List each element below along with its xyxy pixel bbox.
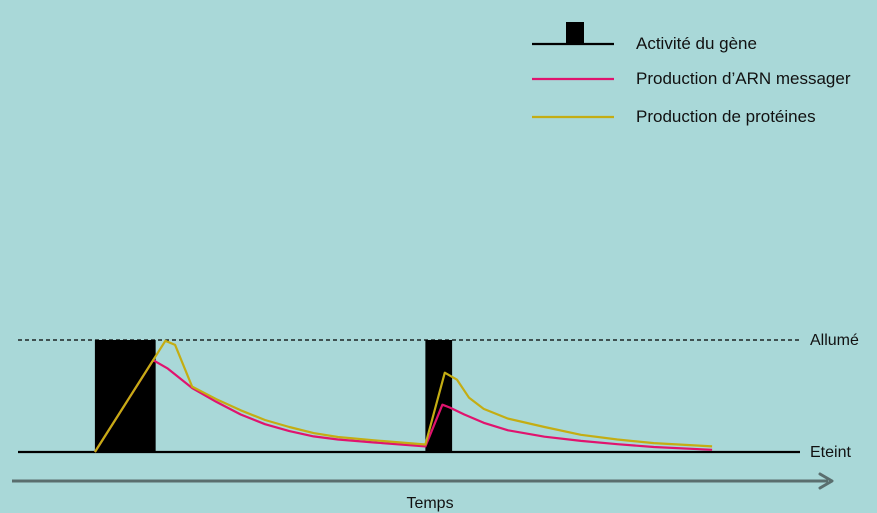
- level-label-off: Eteint: [810, 444, 851, 461]
- level-label-on: Allumé: [810, 332, 859, 349]
- series-line-1: [93, 359, 713, 453]
- legend-label-gene: Activité du gène: [636, 34, 757, 53]
- time-axis-arrowhead: [818, 472, 834, 490]
- legend-gene-block: [566, 22, 584, 44]
- series-line-2: [93, 339, 713, 453]
- gene-activity-block-1: [94, 340, 156, 452]
- legend-label-protein: Production de protéines: [636, 107, 816, 126]
- legend-label-mrna: Production d’ARN messager: [636, 69, 851, 88]
- x-axis-label: Temps: [406, 495, 453, 512]
